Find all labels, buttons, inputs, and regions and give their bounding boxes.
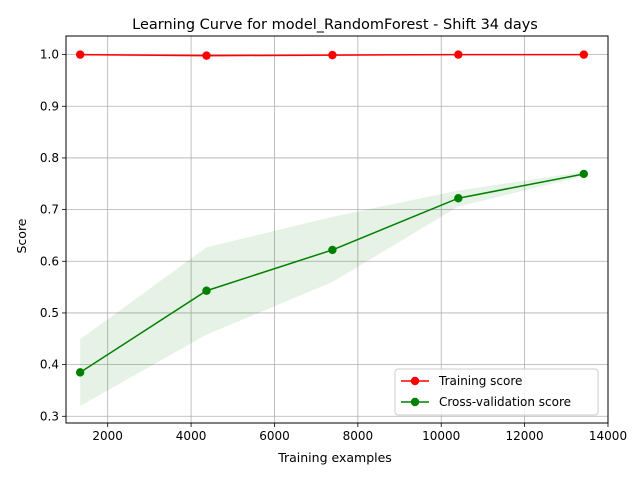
series-lines: [75, 50, 589, 377]
grid-lines: [66, 36, 609, 423]
confidence-band-cross-validation: [80, 171, 584, 406]
y-tick-label: 0.9: [40, 99, 59, 113]
data-point-training: [579, 50, 589, 59]
legend-box: [394, 368, 599, 416]
x-axis-label: Training examples: [277, 450, 392, 465]
data-point-cross-validation: [202, 286, 211, 295]
data-point-training: [454, 50, 463, 59]
data-point-training: [75, 50, 85, 59]
data-point-training: [328, 50, 337, 60]
legend-marker-swatch: [410, 376, 420, 386]
x-tick-label: 8000: [343, 429, 374, 443]
x-tick-label: 4000: [176, 429, 207, 443]
data-point-training: [202, 51, 211, 60]
legend-label: Cross-validation score: [439, 395, 571, 409]
x-tick-label: 12000: [506, 429, 544, 443]
x-tick-label: 14000: [589, 429, 627, 443]
data-point-cross-validation: [75, 368, 85, 377]
chart-title: Learning Curve for model_RandomForest - …: [132, 17, 538, 33]
plot-frame: [65, 35, 609, 424]
axis-ticks: 2000 4000 6000 8000 10000 12000 14000 0.3 0.4 0.5…: [40, 48, 627, 443]
y-tick-label: 1.0: [40, 48, 59, 62]
legend-label: Training score: [438, 374, 522, 388]
x-tick-label: 6000: [259, 429, 290, 443]
y-tick-label: 0.7: [40, 203, 59, 217]
y-tick-label: 0.8: [40, 151, 59, 165]
y-tick-label: 0.5: [40, 306, 59, 320]
x-tick-label: 2000: [92, 429, 123, 443]
y-tick-label: 0.3: [40, 409, 59, 423]
y-axis-label: Score: [14, 218, 29, 253]
data-point-cross-validation: [328, 245, 337, 255]
x-tick-label: 10000: [422, 429, 460, 443]
legend-marker-swatch: [410, 397, 420, 407]
data-point-cross-validation: [454, 194, 463, 203]
legend: Training score Cross-validation score: [394, 368, 599, 416]
data-point-cross-validation: [579, 169, 589, 179]
y-tick-label: 0.4: [40, 358, 59, 372]
y-tick-label: 0.6: [40, 254, 59, 268]
